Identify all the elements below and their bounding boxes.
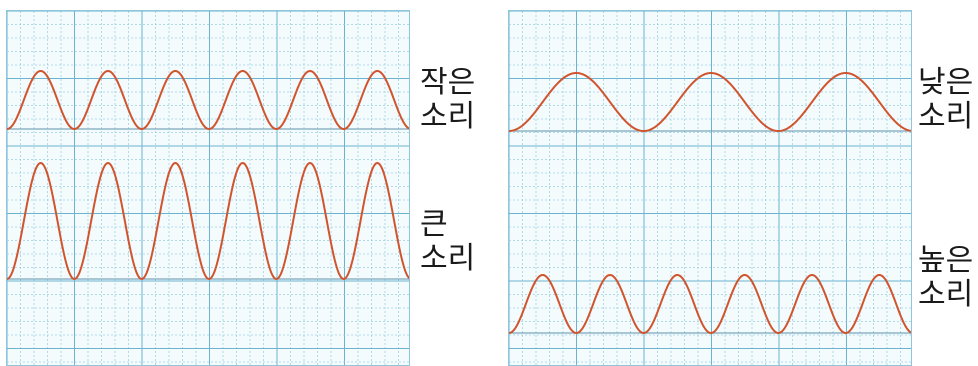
high-sound-label-line2: 소리: [918, 277, 974, 312]
left-grid-panel: [6, 10, 410, 366]
high-sound-wave: [509, 273, 911, 335]
low-sound-label-line2: 소리: [918, 99, 974, 134]
loud-sound-label-line1: 큰: [420, 207, 448, 242]
right-wave-plot: [509, 11, 911, 365]
quiet-sound-wave: [7, 69, 409, 131]
high-sound-label-line1: 높은: [918, 243, 974, 278]
low-sound-label: 낮은 소리: [918, 66, 973, 134]
grid: [509, 11, 911, 365]
low-sound-wave: [509, 71, 911, 133]
left-wave-plot: [7, 11, 409, 365]
right-grid-panel: [508, 10, 912, 366]
loud-sound-wave: [7, 161, 409, 281]
grid: [7, 11, 409, 365]
quiet-sound-label-line1: 작은: [420, 65, 476, 100]
quiet-sound-label-line2: 소리: [420, 99, 476, 134]
low-sound-label-line1: 낮은: [918, 65, 974, 100]
high-sound-label: 높은 소리: [918, 244, 973, 312]
loud-sound-label: 큰 소리: [420, 208, 475, 276]
quiet-sound-label: 작은 소리: [420, 66, 475, 134]
loud-sound-label-line2: 소리: [420, 241, 476, 276]
